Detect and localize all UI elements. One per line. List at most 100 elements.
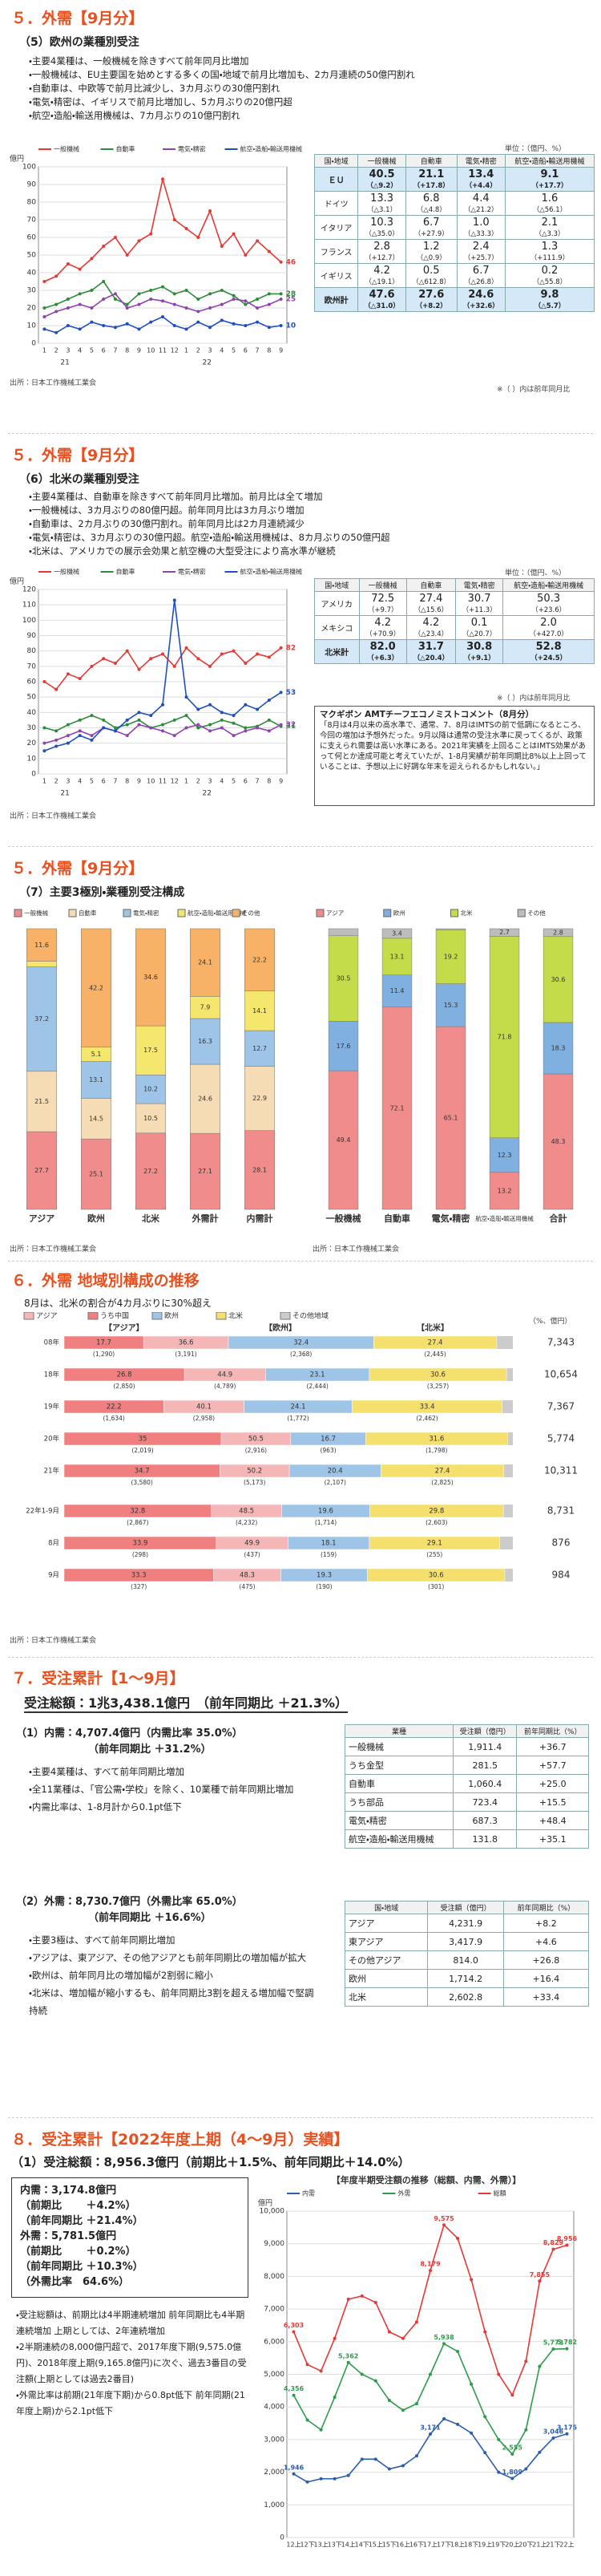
y-tick-label: 7,000 (264, 2306, 284, 2314)
amount-label: (1,772) (287, 1415, 309, 1422)
point (267, 249, 271, 253)
x-tick-label: 北米 (142, 1213, 160, 1224)
legend-label: 電気・精密 (133, 909, 159, 917)
data-label: 34.7 (135, 1468, 150, 1476)
row-header: 自動車 (345, 1774, 454, 1793)
composition-section: ５．外需【9月分】 （7）主要3極別・業種別受注構成 一般機械 自動車 電気・精密航… (0, 850, 601, 1259)
cell-value: 6.7 (422, 217, 440, 229)
cell-value: 72.5 (371, 593, 395, 605)
point (161, 652, 164, 656)
total-label: 7,367 (547, 1401, 575, 1412)
point (565, 2432, 569, 2436)
point (78, 729, 82, 733)
point (279, 298, 283, 301)
amount-label: (1,290) (93, 1351, 115, 1358)
point (149, 726, 153, 730)
regional-section: ６．外需 地域別構成の推移 8月は、北米の割合が4カ月ぶりに30%超え （%、億… (0, 1264, 601, 1657)
cell-value: 2.0 (540, 617, 557, 629)
y-tick-label: 40 (27, 709, 37, 717)
table-row: イタリア 10.3 （△35.0） 6.7 （+27.9） 1.0 （△33.3） 2.1 （△… (313, 215, 595, 240)
point (66, 324, 70, 327)
table-row: 北米 2,602.8 +33.4 (344, 1987, 590, 2007)
y-tick-label: 70 (27, 662, 37, 670)
cell-change: （+12.7） (365, 254, 400, 262)
table-cell: 31.7 （△20.4） (405, 639, 456, 664)
row-label: 22年1-9月 (26, 1507, 59, 1516)
bar-segment (381, 928, 413, 939)
cell-value: 6.8 (422, 192, 440, 205)
x-tick-label: 4 (78, 778, 82, 785)
summary-line: （前期比 ＋0.2%） (20, 2246, 136, 2258)
point (565, 2347, 569, 2351)
point (244, 662, 248, 665)
row-label: 8月 (48, 1540, 59, 1548)
point (360, 2457, 364, 2461)
point (149, 320, 153, 324)
cell-value: 13.3 (370, 192, 394, 205)
x-tick-label: 7 (256, 778, 260, 785)
row-header: 北米計 (314, 639, 360, 664)
point (137, 327, 141, 331)
bar-segment (63, 1432, 222, 1446)
data-label: 5.1 (91, 1051, 102, 1058)
cell-value: 21.1 (418, 168, 445, 180)
table-row: その他アジア 814.0 +26.8 (344, 1950, 590, 1970)
point (244, 703, 248, 707)
amount-label: (437) (244, 1551, 260, 1558)
x-tick-label: 6 (102, 778, 106, 785)
cell-value: 24.6 (468, 289, 494, 301)
point (78, 302, 82, 306)
legend-swatch (23, 1312, 34, 1320)
data-label: 33.3 (131, 1572, 147, 1580)
table-cell: 1,060.4 (452, 1774, 518, 1793)
data-label: 19.2 (444, 954, 458, 961)
cell-change: （+17.8） (413, 182, 450, 190)
unit: 億円 (10, 154, 24, 164)
point (125, 734, 129, 738)
point (66, 262, 70, 265)
data-label: 65.1 (444, 1115, 458, 1122)
separator (8, 1261, 593, 1262)
y-tick-label: 10 (27, 755, 37, 763)
point (184, 646, 188, 650)
point (137, 723, 141, 727)
bullet: 北米は、アメリカでの展示会効果と航空機の大型受注により高水準が継続 (29, 545, 390, 558)
point (90, 257, 94, 261)
summary-line: 外需：5,781.5億円 (20, 2230, 117, 2242)
data-label: 20.4 (328, 1468, 343, 1476)
data-label: 35 (139, 1436, 147, 1444)
header-row: 国・地域 一般機械 自動車 電気・精密 航空・造船・輸送用機械 (314, 578, 595, 592)
point (102, 657, 106, 661)
x-tick-label: 11 (159, 778, 167, 785)
unit: 単位：（億円、%） (505, 145, 567, 153)
bar-segment (435, 930, 466, 984)
amount-label: (1,798) (426, 1447, 447, 1454)
bullets: 受注総額は、前期比は4半期連続増加 前年同期比も4半期連続増加 上期としては、2… (16, 2307, 248, 2420)
row-header: ドイツ (313, 191, 359, 216)
y-tick-label: 80 (27, 647, 37, 655)
point (113, 726, 117, 730)
data-label: 12.7 (252, 1045, 267, 1052)
industry-composition-chart: アジア 欧州 北米 その他 49.4 17.6 30.5 一般機械 72.1 11.4 13.1 3.… (316, 909, 574, 1224)
bar-segment (244, 990, 275, 1031)
point (137, 302, 141, 306)
cell-change: （+27.9） (413, 230, 449, 238)
data-label: 8,829 (543, 2239, 564, 2246)
legend-label: 航空・造船・輸送用機械 (240, 568, 302, 576)
table-row: ドイツ 13.3 （△3.1） 6.8 （△4.8） 4.4 （△21.2） 1.6 （△56.… (313, 191, 595, 216)
total-label: 5,774 (547, 1433, 575, 1444)
point (66, 734, 70, 738)
point (161, 315, 164, 318)
point (429, 2269, 432, 2273)
table-cell: 131.8 (452, 1829, 518, 1849)
table-row: うち部品 723.4 +15.5 (345, 1792, 589, 1812)
bullet: 外需比率は前期(21年度下期)から0.8pt低下 前年同期(21年度上期)から2… (16, 2388, 248, 2420)
x-tick-label: 欧州 (87, 1213, 105, 1224)
cell-change: （△0.9） (416, 254, 446, 262)
half-year-section: ８．受注累計【2022年度上期（4～9月）実績】 （1）受注総額：8,956.3… (0, 2121, 601, 2576)
total-label: 10,311 (544, 1465, 578, 1476)
summary-line: （外需比率 64.6%） (20, 2276, 130, 2288)
point (497, 2437, 501, 2441)
point (196, 707, 200, 711)
point (373, 2300, 377, 2304)
